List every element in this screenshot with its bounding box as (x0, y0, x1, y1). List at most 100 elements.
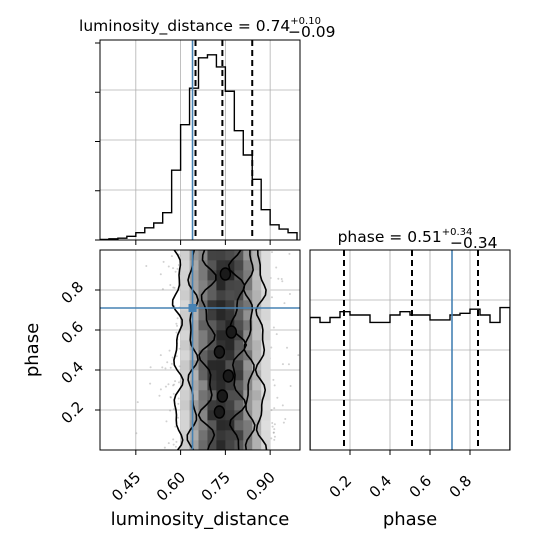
density-cell (198, 280, 208, 291)
hist1-quantile-lines (194, 40, 254, 240)
density-cell (234, 250, 244, 261)
density-cell (207, 260, 217, 271)
density-cell (207, 430, 217, 441)
scatter-point (177, 416, 180, 419)
density-cell (207, 350, 217, 361)
density-cell (198, 420, 208, 431)
density-cell (261, 370, 271, 381)
scatter-point (175, 355, 178, 358)
density-cell (198, 400, 208, 411)
contour-peak (213, 405, 226, 419)
density-cell (189, 350, 199, 361)
hist2-histogram (310, 306, 510, 450)
scatter-point (172, 438, 175, 441)
density-cell (234, 280, 244, 291)
density-cell (180, 320, 190, 331)
y-tick-label: 0.6 (58, 318, 88, 348)
density-cell (216, 430, 226, 441)
scatter-point (136, 401, 139, 404)
density-cell (207, 300, 217, 311)
density-cell (225, 250, 235, 261)
density-cell (180, 440, 190, 450)
scatter-point (172, 443, 175, 446)
scatter-point (177, 381, 180, 384)
density-cell (180, 280, 190, 291)
density-cell (252, 260, 262, 271)
density-cell (189, 280, 199, 291)
density-cell (207, 440, 217, 450)
scatter-point (270, 409, 273, 412)
density-cell (189, 310, 199, 321)
density-cell (207, 340, 217, 351)
density-cell (225, 340, 235, 351)
scatter-point (281, 363, 284, 366)
scatter-point (272, 378, 275, 381)
x-tick-label: 0.8 (446, 472, 476, 502)
density-cell (180, 400, 190, 411)
histogram-step (310, 306, 510, 450)
density-cell (189, 390, 199, 401)
density-cell (189, 340, 199, 351)
density-cell (180, 410, 190, 421)
density-cell (198, 390, 208, 401)
density-cell (180, 430, 190, 441)
scatter-point (167, 442, 170, 445)
scatter-point (149, 382, 152, 385)
scatter-point (174, 380, 177, 383)
density-cell (252, 280, 262, 291)
density-cell (252, 270, 262, 281)
density-cell (207, 370, 217, 381)
density-cell (216, 330, 226, 341)
density-cell (216, 360, 226, 371)
density-cell (261, 360, 271, 371)
density-cell (243, 290, 253, 301)
hist1-frame (99, 39, 301, 241)
scatter-point (175, 331, 178, 334)
density-cell (198, 440, 208, 450)
scatter-point (178, 347, 181, 350)
density-cell (225, 290, 235, 301)
scatter-point (273, 435, 276, 438)
density-cell (261, 320, 271, 331)
density-cell (261, 400, 271, 411)
density-cell (216, 300, 226, 311)
density-cell (252, 320, 262, 331)
density-cell (252, 380, 262, 391)
hist2-ticks (349, 450, 471, 455)
density-cell (207, 250, 217, 261)
hist1-title-sub: −0.09 (288, 23, 336, 41)
hist1-title-sup: +0.10 (290, 16, 321, 27)
scatter-point (272, 431, 275, 434)
density-cell (261, 380, 271, 391)
scatter-point (178, 365, 181, 368)
contour-line (186, 250, 199, 450)
hist1-histogram (100, 54, 298, 240)
scatter-point (273, 384, 276, 387)
density-cell (189, 440, 199, 450)
scatter-point (272, 326, 275, 329)
scatter-point (270, 437, 273, 440)
contour-peak (222, 369, 235, 383)
d2-frame (99, 249, 301, 451)
scatter-point (164, 367, 167, 370)
density-cell (243, 440, 253, 450)
density-cell (261, 390, 271, 401)
scatter-point (288, 293, 291, 296)
density-cell (243, 280, 253, 291)
panel-hist-luminosity_distance: luminosity_distance = 0.74+0.10 −0.09 (79, 16, 336, 245)
density-cell (243, 310, 253, 321)
density-cell (234, 310, 244, 321)
density-cell (261, 410, 271, 421)
hist1-ticks (95, 42, 271, 245)
density-cell (180, 260, 190, 271)
hist2-title-sup: +0.34 (442, 227, 473, 238)
density-cell (198, 300, 208, 311)
density-cell (198, 290, 208, 301)
scatter-point (281, 280, 284, 283)
density-cell (198, 340, 208, 351)
density-cell (261, 270, 271, 281)
d2-density-cells (180, 250, 271, 450)
scatter-point (173, 408, 176, 411)
hist1-title: luminosity_distance = 0.74+0.10 (79, 16, 321, 36)
density-cell (261, 260, 271, 271)
